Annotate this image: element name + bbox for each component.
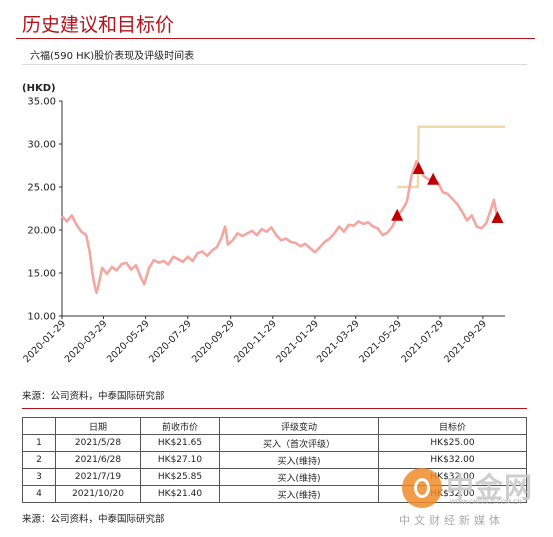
y-tick-label: 35.00	[27, 97, 56, 108]
y-tick-label: 10.00	[27, 312, 56, 323]
y-tick-label: 25.00	[27, 183, 56, 194]
rating-history-table: 日期 前收市价 评级变动 目标价 1 2021/5/28 HK$21.65 买入…	[22, 417, 527, 503]
y-tick-label: 30.00	[27, 140, 56, 151]
watermark-logo-icon	[402, 468, 442, 508]
row-date: 2021/6/28	[55, 451, 141, 469]
row-index: 1	[22, 434, 56, 452]
watermark-tagline: 中文财经新媒体	[399, 514, 504, 527]
row-prev-close: HK$21.65	[140, 434, 220, 452]
rating-marker	[427, 172, 440, 185]
share-price-line	[61, 159, 499, 295]
header-prev-close: 前收市价	[140, 417, 220, 435]
watermark-url: WWW.CNGOLD.COM.CN	[450, 499, 522, 506]
row-rating: 买入（首次评级）	[219, 434, 379, 452]
y-axis-unit-label: (HKD)	[22, 83, 56, 94]
row-rating: 买入(维持)	[219, 451, 379, 469]
x-tick-label: 2021-09-29	[442, 318, 489, 365]
table-row: 2 2021/6/28 HK$27.10 买入(维持) HK$32.00	[22, 451, 527, 469]
price-chart: 10.00 15.00 20.00 25.00 30.00 35.00 2020-01-29…	[21, 97, 505, 365]
page-title: 历史建议和目标价	[22, 14, 175, 36]
x-tick-label: 2020-05-29	[105, 318, 152, 365]
x-tick-label: 2021-03-29	[315, 318, 362, 365]
row-date: 2021/5/28	[55, 434, 141, 452]
target-price-line	[397, 125, 505, 189]
header-index	[22, 417, 56, 435]
row-index: 2	[22, 451, 56, 469]
x-tick-label: 2020-01-29	[21, 318, 68, 365]
row-rating: 买入(维持)	[219, 485, 379, 503]
x-tick-label: 2020-07-29	[147, 318, 194, 365]
table-header-row: 日期 前收市价 评级变动 目标价	[22, 417, 527, 435]
rating-marker	[491, 210, 504, 223]
row-index: 4	[22, 485, 56, 503]
x-tick-label: 2020-03-29	[63, 318, 110, 365]
x-tick-label: 2020-11-29	[232, 318, 279, 365]
title-divider	[16, 38, 535, 39]
table-divider	[22, 408, 527, 409]
y-tick-label: 15.00	[27, 269, 56, 280]
header-rating-change: 评级变动	[219, 417, 379, 435]
x-tick-label: 2021-05-29	[357, 318, 404, 365]
chart-source-note: 来源：公司资料，中泰国际研究部	[22, 391, 165, 402]
row-prev-close: HK$25.85	[140, 468, 220, 486]
header-date: 日期	[55, 417, 141, 435]
rating-marker	[391, 208, 404, 221]
row-rating: 买入(维持)	[219, 468, 379, 486]
caption-divider	[22, 64, 527, 65]
chart-axes	[61, 101, 505, 317]
row-index: 3	[22, 468, 56, 486]
header-target-price: 目标价	[378, 417, 527, 435]
chart-markers	[391, 161, 504, 223]
watermark-name: 中金网	[446, 471, 534, 504]
table-row: 3 2021/7/19 HK$25.85 买入(维持) HK$32.00	[22, 468, 527, 486]
rating-marker	[412, 161, 425, 174]
y-tick-label: 20.00	[27, 226, 56, 237]
row-date: 2021/10/20	[55, 485, 141, 503]
row-prev-close: HK$27.10	[140, 451, 220, 469]
row-date: 2021/7/19	[55, 468, 141, 486]
x-tick-label: 2021-01-29	[274, 318, 321, 365]
table-source-note: 来源：公司资料，中泰国际研究部	[22, 514, 165, 525]
table-row: 1 2021/5/28 HK$21.65 买入（首次评级） HK$25.00	[22, 434, 527, 452]
row-target: HK$25.00	[378, 434, 527, 452]
chart-series	[61, 125, 505, 295]
chart-caption: 六福(590 HK)股价表现及评级时间表	[30, 51, 195, 62]
row-prev-close: HK$21.40	[140, 485, 220, 503]
x-tick-label: 2020-09-29	[190, 318, 237, 365]
x-tick-label: 2021-07-29	[399, 318, 446, 365]
